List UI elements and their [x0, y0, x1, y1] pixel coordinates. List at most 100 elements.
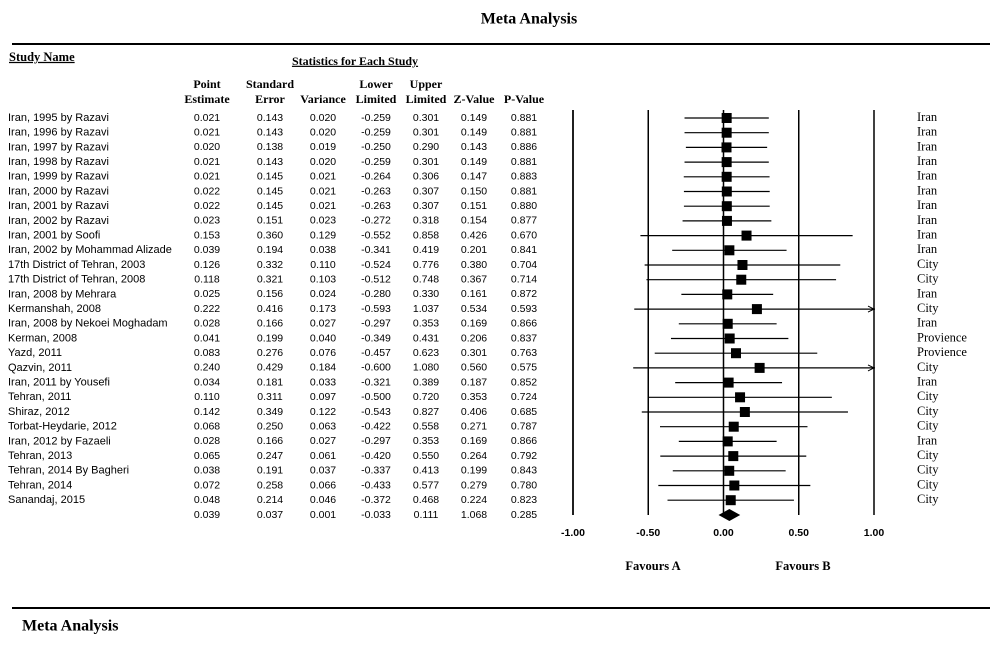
table-cell: 0.353: [413, 435, 439, 447]
table-cell: -0.264: [361, 171, 391, 183]
table-cell: -0.349: [361, 332, 391, 344]
table-cell: 0.886: [511, 141, 537, 153]
table-cell: 0.147: [461, 171, 487, 183]
table-cell: 0.065: [194, 450, 220, 462]
table-cell: 0.271: [461, 420, 487, 432]
table-cell: 0.039: [194, 244, 220, 256]
table-cell: 0.301: [461, 347, 487, 359]
table-cell: 0.872: [511, 288, 537, 300]
table-cell: 0.145: [257, 171, 283, 183]
study-name: 17th District of Tehran, 2003: [8, 259, 145, 271]
point-estimate: [735, 392, 746, 403]
table-cell: 0.066: [310, 479, 336, 491]
table-cell: 0.033: [310, 376, 336, 388]
group-label: Provience: [917, 345, 967, 359]
table-cell: 0.431: [413, 332, 439, 344]
table-cell: 0.222: [194, 303, 220, 315]
table-cell: 0.534: [461, 303, 487, 315]
summary-cell: 0.285: [511, 509, 537, 521]
table-cell: 0.020: [194, 141, 220, 153]
table-cell: 0.022: [194, 185, 220, 197]
table-cell: 0.206: [461, 332, 487, 344]
study-name: Tehran, 2013: [8, 450, 72, 462]
table-cell: 0.040: [310, 332, 336, 344]
table-cell: 0.149: [461, 112, 487, 124]
table-cell: 0.083: [194, 347, 220, 359]
table-cell: 0.154: [461, 215, 487, 227]
table-cell: 0.166: [257, 318, 283, 330]
study-name: Tehran, 2014 By Bagheri: [8, 465, 129, 477]
table-cell: 0.416: [257, 303, 283, 315]
table-cell: 0.307: [413, 185, 439, 197]
table-cell: 0.724: [511, 391, 537, 403]
point-estimate: [736, 274, 747, 285]
study-name: Tehran, 2014: [8, 479, 72, 491]
point-estimate: [724, 465, 735, 476]
table-cell: 0.575: [511, 362, 537, 374]
table-cell: 0.240: [194, 362, 220, 374]
group-label: City: [917, 419, 939, 433]
table-cell: 0.837: [511, 332, 537, 344]
table-cell: 0.161: [461, 288, 487, 300]
table-cell: 0.187: [461, 376, 487, 388]
point-estimate: [724, 245, 735, 256]
table-cell: 0.827: [413, 406, 439, 418]
table-cell: 0.360: [257, 229, 283, 241]
table-cell: 0.184: [310, 362, 336, 374]
group-label: Iran: [917, 213, 938, 227]
study-name: Iran, 2011 by Yousefi: [8, 377, 110, 389]
table-cell: 0.149: [461, 156, 487, 168]
table-cell: -0.272: [361, 215, 391, 227]
table-cell: 0.306: [413, 171, 439, 183]
table-cell: 0.318: [413, 215, 439, 227]
overflow-arrow: [867, 305, 876, 313]
point-estimate: [728, 421, 739, 432]
table-cell: 0.034: [194, 376, 220, 388]
column-header: Estimate: [184, 92, 230, 106]
table-cell: 0.881: [511, 185, 537, 197]
table-cell: -0.543: [361, 406, 391, 418]
group-label: Iran: [917, 125, 938, 139]
table-cell: 0.046: [310, 494, 336, 506]
point-estimate: [721, 113, 732, 123]
point-estimate: [722, 318, 733, 329]
table-cell: 0.866: [511, 318, 537, 330]
table-cell: 0.787: [511, 420, 537, 432]
point-estimate: [724, 333, 735, 344]
table-cell: 0.353: [413, 318, 439, 330]
study-name: 17th District of Tehran, 2008: [8, 274, 145, 286]
table-cell: 0.142: [194, 406, 220, 418]
column-header: Upper: [410, 77, 443, 91]
study-name: Kerman, 2008: [8, 332, 77, 344]
column-header: Variance: [300, 92, 346, 106]
overflow-arrow: [867, 364, 876, 372]
table-cell: 0.823: [511, 494, 537, 506]
table-cell: 0.224: [461, 494, 487, 506]
table-cell: 0.110: [194, 391, 220, 403]
table-cell: 0.126: [194, 259, 220, 271]
table-cell: 0.122: [310, 406, 336, 418]
table-cell: 0.181: [257, 376, 283, 388]
table-cell: -0.280: [361, 288, 391, 300]
table-cell: -0.552: [361, 229, 391, 241]
point-estimate: [741, 230, 752, 241]
study-name: Iran, 2000 by Razavi: [8, 185, 109, 197]
table-cell: 0.201: [461, 244, 487, 256]
column-header: Z-Value: [454, 92, 496, 106]
point-estimate: [721, 142, 732, 153]
study-name: Iran, 2001 by Razavi: [8, 200, 109, 212]
point-estimate: [737, 260, 748, 270]
table-cell: 0.019: [310, 141, 336, 153]
point-estimate: [721, 171, 732, 182]
study-name: Iran, 1999 by Razavi: [8, 171, 109, 183]
point-estimate: [721, 201, 732, 212]
table-cell: 0.413: [413, 465, 439, 477]
favours-right: Favours B: [775, 559, 830, 573]
group-label: Iran: [917, 154, 938, 168]
table-cell: 0.389: [413, 376, 439, 388]
group-label: Iran: [917, 139, 938, 153]
table-cell: 0.021: [194, 112, 220, 124]
table-cell: 0.023: [310, 215, 336, 227]
table-cell: 0.883: [511, 171, 537, 183]
table-cell: 0.264: [461, 450, 487, 462]
